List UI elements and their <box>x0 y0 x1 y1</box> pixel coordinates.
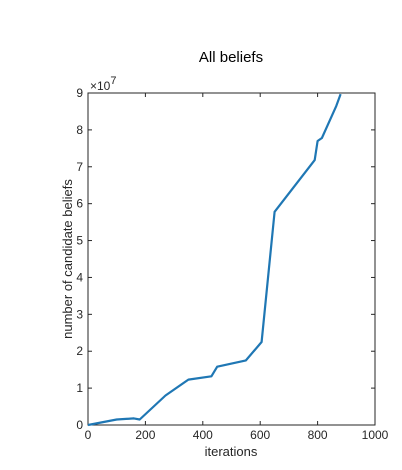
y-tick-label: 5 <box>76 234 83 248</box>
y-tick-label: 6 <box>76 197 83 211</box>
y-tick-label: 2 <box>76 344 83 358</box>
x-axis-label: iterations <box>205 444 258 459</box>
chart-title: All beliefs <box>199 49 263 66</box>
y-multiplier-exponent: 7 <box>110 75 116 87</box>
y-axis-multiplier: ×107 <box>90 75 116 93</box>
y-tick-label: 9 <box>76 86 83 100</box>
x-tick-label: 800 <box>308 428 328 442</box>
x-tick-label: 200 <box>135 428 155 442</box>
series-line <box>87 93 342 427</box>
y-tick-label: 3 <box>76 307 83 321</box>
y-tick-label: 0 <box>76 418 83 432</box>
y-axis-ticks: 0 1 2 3 4 5 6 7 8 9 <box>76 86 375 432</box>
x-tick-label: 1000 <box>362 428 389 442</box>
x-tick-label: 0 <box>85 428 92 442</box>
y-multiplier-base: ×10 <box>90 79 111 93</box>
plot-area <box>87 92 376 426</box>
y-tick-label: 1 <box>76 381 83 395</box>
y-tick-label: 7 <box>76 160 83 174</box>
x-tick-label: 600 <box>250 428 270 442</box>
y-tick-label: 8 <box>76 123 83 137</box>
x-tick-label: 400 <box>193 428 213 442</box>
x-axis-ticks: 0 200 400 600 800 1000 <box>85 93 389 442</box>
y-tick-label: 4 <box>76 270 83 284</box>
y-axis-label: number of candidate beliefs <box>60 179 75 339</box>
